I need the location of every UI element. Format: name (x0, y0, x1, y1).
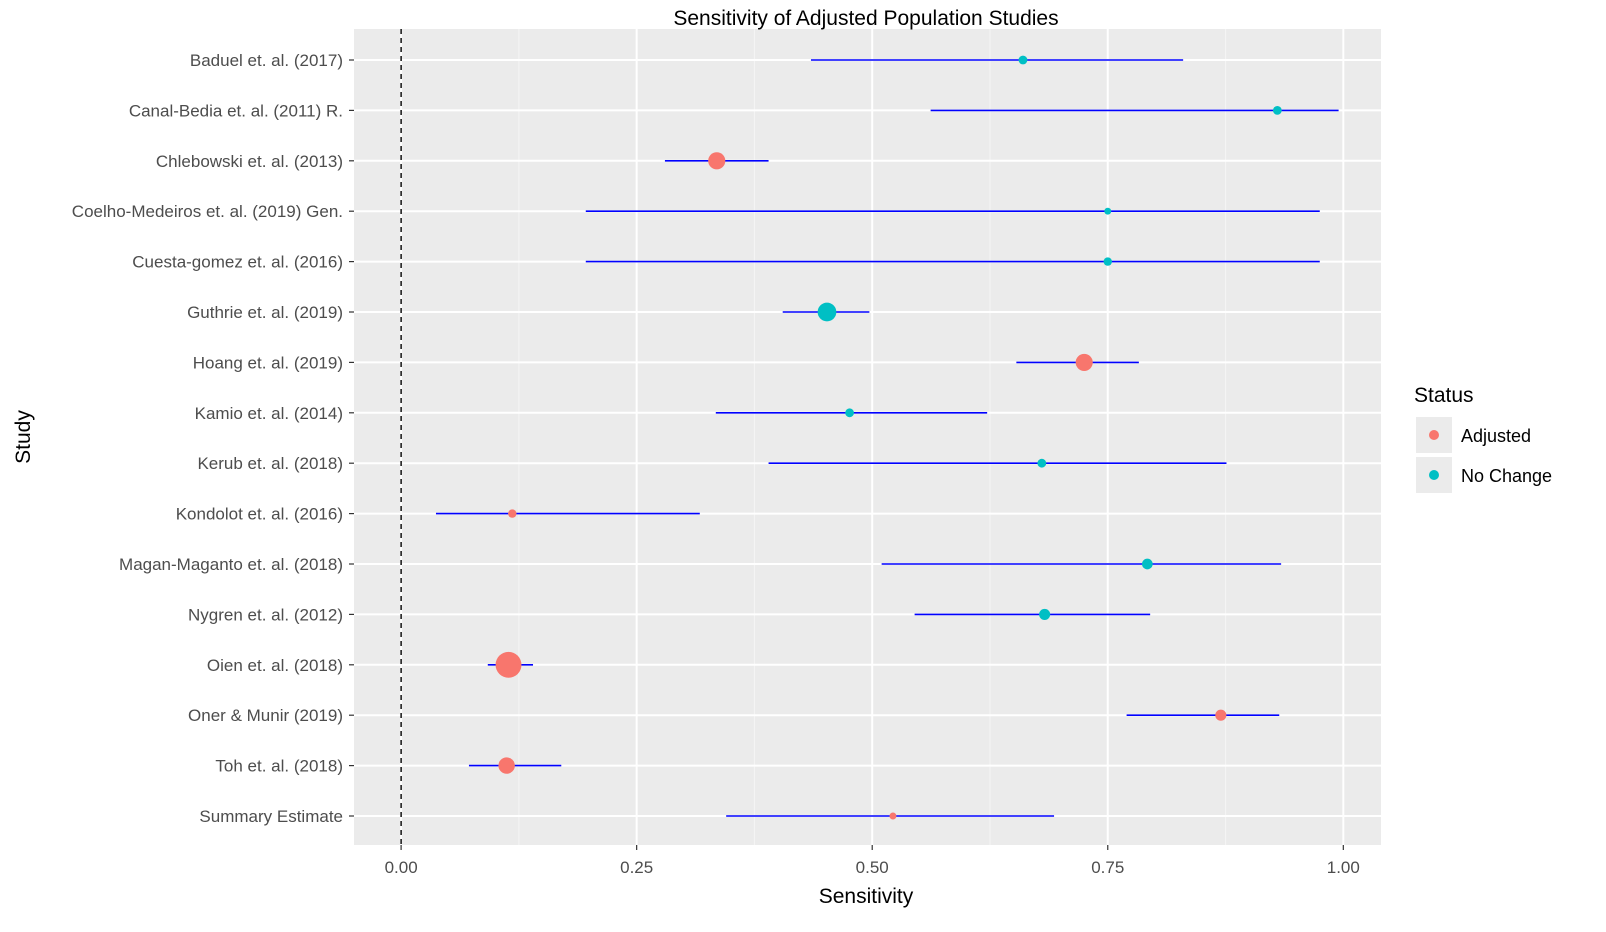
y-tick-label: Toh et. al. (2018) (215, 757, 343, 776)
x-tick-label: 0.25 (620, 858, 653, 877)
x-tick-label: 0.50 (856, 858, 889, 877)
estimate-point (845, 408, 854, 418)
y-tick-label: Chlebowski et. al. (2013) (156, 152, 343, 171)
legend-label: Adjusted (1461, 426, 1531, 446)
y-tick-label: Summary Estimate (199, 807, 343, 826)
y-axis-title: Study (12, 410, 35, 464)
estimate-point (817, 302, 837, 322)
legend-swatch (1429, 470, 1439, 480)
estimate-point (889, 812, 897, 820)
estimate-point (1018, 55, 1028, 65)
estimate-point (1141, 558, 1153, 570)
y-tick-label: Oner & Munir (2019) (188, 706, 343, 725)
x-axis-title: Sensitivity (819, 885, 914, 908)
y-tick-label: Canal-Bedia et. al. (2011) R. (129, 101, 343, 120)
y-tick-label: Kamio et. al. (2014) (195, 404, 343, 423)
estimate-point (508, 509, 517, 518)
estimate-point (1037, 458, 1047, 468)
plot-panel (354, 29, 1381, 845)
x-tick-label: 0.00 (385, 858, 418, 877)
x-tick-label: 0.75 (1091, 858, 1124, 877)
estimate-point (495, 651, 522, 678)
y-tick-label: Coelho-Medeiros et. al. (2019) Gen. (72, 202, 343, 221)
y-tick-label: Magan-Maganto et. al. (2018) (119, 555, 343, 574)
estimate-point (1272, 106, 1282, 115)
estimate-point (1104, 207, 1112, 215)
estimate-point (1039, 608, 1051, 620)
estimate-point (708, 152, 726, 170)
y-tick-label: Kerub et. al. (2018) (197, 454, 343, 473)
estimate-point (498, 757, 515, 774)
y-tick-label: Hoang et. al. (2019) (193, 353, 343, 372)
y-tick-label: Cuesta-gomez et. al. (2016) (132, 253, 343, 272)
estimate-point (1075, 353, 1093, 371)
estimate-point (1215, 709, 1227, 721)
y-tick-label: Guthrie et. al. (2019) (187, 303, 343, 322)
y-tick-label: Baduel et. al. (2017) (190, 51, 343, 70)
y-tick-label: Kondolot et. al. (2016) (176, 505, 343, 524)
y-tick-label: Nygren et. al. (2012) (188, 605, 343, 624)
legend-swatch (1429, 430, 1439, 440)
legend-label: No Change (1461, 466, 1552, 486)
legend-title: Status (1414, 384, 1474, 407)
estimate-point (1103, 257, 1112, 266)
chart-title: Sensitivity of Adjusted Population Studi… (673, 7, 1058, 30)
x-tick-label: 1.00 (1327, 858, 1360, 877)
y-tick-label: Oien et. al. (2018) (207, 656, 343, 675)
